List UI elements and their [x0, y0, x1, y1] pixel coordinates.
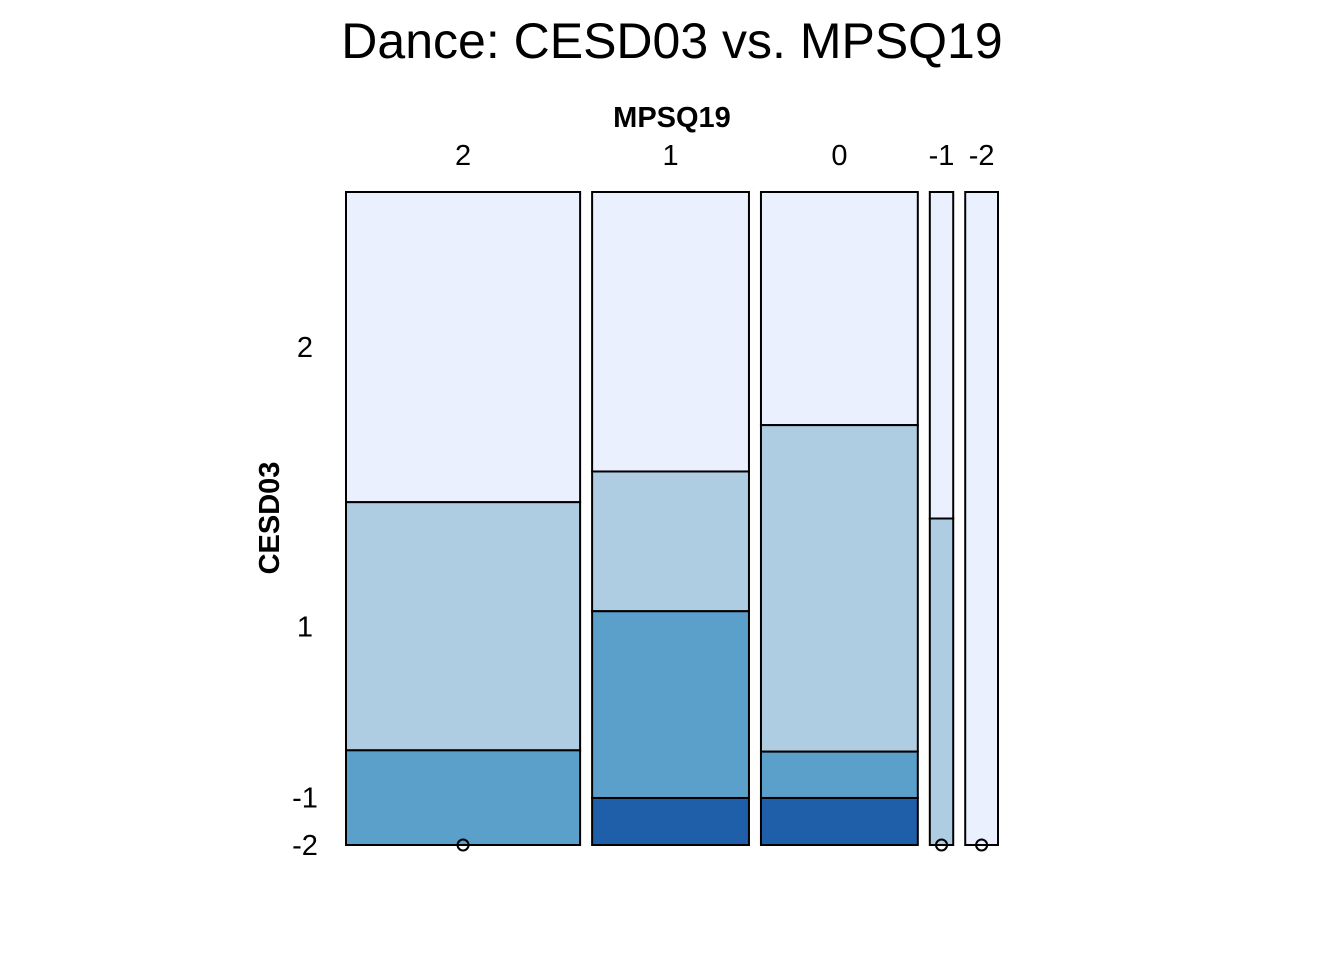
- x-tick-label-1: 1: [662, 140, 678, 172]
- x-tick-label-0: 0: [831, 140, 847, 172]
- tile-col-0-row-1: [759, 424, 919, 753]
- tile-col-2-row-2: [345, 191, 582, 504]
- tile-col-1-row--2: [591, 796, 750, 846]
- tile-col-0-row-2: [759, 191, 919, 427]
- tile-col-1-row--1: [591, 610, 750, 799]
- x-axis-label: MPSQ19: [613, 102, 731, 134]
- x-tick-label--1: -1: [929, 140, 955, 172]
- empty-cell-marker-col-2: [456, 838, 470, 852]
- y-tick-label-1: 1: [297, 611, 313, 643]
- x-tick-label--2: -2: [969, 140, 995, 172]
- y-tick-labels: 2 1 -1 -2: [292, 332, 318, 862]
- tile-col-0-row--2: [759, 796, 919, 846]
- empty-cell-marker-col--1: [935, 838, 949, 852]
- tile-col-2-row--1: [345, 749, 582, 847]
- y-tick-label--2: -2: [292, 830, 318, 862]
- y-tick-label--1: -1: [292, 783, 318, 815]
- mosaic-tiles: [345, 191, 999, 852]
- tile-col-1-row-1: [591, 470, 750, 613]
- x-tick-label-2: 2: [455, 140, 471, 172]
- tile-col--2-row-2: [964, 191, 999, 846]
- y-axis-label: CESD03: [254, 462, 286, 575]
- chart-title: Dance: CESD03 vs. MPSQ19: [341, 13, 1002, 69]
- tile-col--1-row-1: [928, 517, 955, 846]
- empty-cell-marker-col--2: [975, 838, 989, 852]
- y-tick-label-2: 2: [297, 332, 313, 364]
- x-tick-labels: 2 1 0 -1 -2: [455, 140, 995, 172]
- tile-col-0-row--1: [759, 750, 919, 799]
- tile-col--1-row-2: [928, 191, 955, 520]
- tile-col-1-row-2: [591, 191, 750, 473]
- tile-col-2-row-1: [345, 501, 582, 752]
